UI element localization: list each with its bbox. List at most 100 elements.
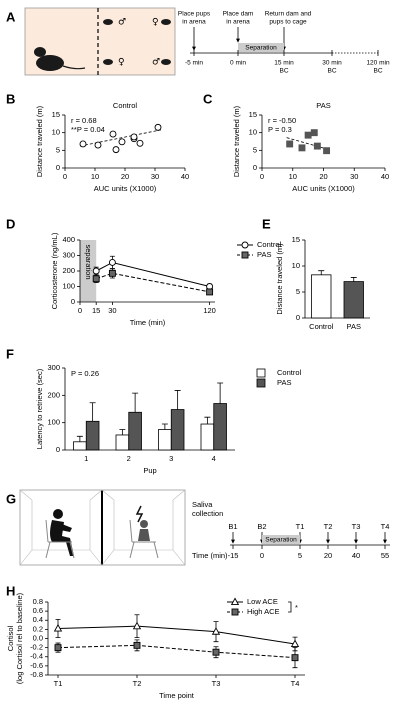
- y-tick-label: 100: [62, 281, 75, 290]
- bar: [343, 281, 364, 319]
- y-axis-label: (log Cortisol rel to baseline): [15, 592, 24, 684]
- x-axis-label: Time point: [159, 691, 195, 700]
- panel-letter: H: [6, 583, 15, 598]
- x-tick-label: 1: [84, 454, 88, 463]
- heading: collection: [192, 509, 223, 518]
- period: Separation: [245, 45, 277, 52]
- x-axis-label: AUC units (X1000): [94, 184, 157, 193]
- bar: [311, 274, 332, 319]
- y-axis-label: Cortisol: [6, 625, 15, 651]
- significance: *: [295, 603, 298, 612]
- y-tick-label: 200: [47, 390, 60, 399]
- marker: [304, 131, 312, 139]
- marker: [109, 130, 117, 138]
- marker: [54, 644, 62, 652]
- y-axis-label: Latency to retrieve (sec): [35, 368, 44, 449]
- chart-title: Control: [113, 101, 138, 110]
- time: 20: [324, 551, 332, 560]
- marker: [241, 251, 249, 259]
- sample: T1: [296, 522, 305, 531]
- step: Place dam: [223, 11, 254, 18]
- y-tick-label: 0: [253, 163, 257, 172]
- x-tick-label: 120: [203, 306, 216, 315]
- y-tick-label: 0.6: [33, 606, 43, 615]
- y-tick-label: 100: [47, 418, 60, 427]
- time: 55: [381, 551, 389, 560]
- x-tick-label: T4: [291, 679, 300, 688]
- panel-g: G Saliva collection B1 B2 T1 T2 T3 T4: [6, 489, 390, 566]
- y-axis-label: Distance traveled (m): [35, 105, 44, 177]
- y-axis-label: Corticosterone (ng/mL): [50, 232, 59, 309]
- y-tick-label: -0.8: [30, 670, 43, 679]
- marker: [133, 641, 141, 649]
- separation-box: [238, 43, 284, 52]
- marker: [286, 140, 294, 148]
- y-tick-label: 10: [249, 128, 257, 137]
- error-bar: [119, 429, 126, 435]
- significance-bracket: [288, 601, 292, 613]
- time: -5 min: [185, 60, 203, 67]
- bar: [85, 420, 100, 451]
- y-tick-label: 0.4: [33, 615, 43, 624]
- annotation: P = 0.26: [71, 369, 99, 378]
- time: 0 min: [230, 60, 246, 67]
- x-tick-label: 40: [181, 172, 189, 181]
- error-bar: [318, 270, 325, 275]
- step: in arena: [226, 19, 250, 26]
- x-tick-label: 3: [169, 454, 173, 463]
- sex-symbol: ♀: [152, 18, 159, 28]
- marker: [108, 259, 116, 266]
- x-tick-label: 20: [121, 172, 129, 181]
- error-bar: [350, 277, 357, 282]
- x-tick-label: 0: [63, 172, 67, 181]
- y-tick-label: 15: [292, 235, 300, 244]
- y-tick-label: 0: [296, 313, 300, 322]
- error-bar: [161, 423, 168, 430]
- adult-silhouette: [50, 509, 74, 556]
- y-tick-label: 10: [52, 128, 60, 137]
- panel-letter: C: [203, 91, 213, 106]
- bar: [73, 441, 87, 451]
- shade: [80, 240, 97, 302]
- annotation: r = 0.68: [71, 116, 97, 125]
- y-axis-label: Distance traveled (m): [275, 243, 284, 315]
- error-bar: [132, 392, 139, 413]
- error-bar: [76, 435, 83, 442]
- y-tick-label: 5: [56, 145, 60, 154]
- legend-label: PAS: [277, 378, 291, 387]
- marker: [230, 597, 240, 606]
- marker: [212, 648, 220, 656]
- trendline: [286, 137, 327, 150]
- y-tick-label: 300: [47, 363, 60, 372]
- panel-letter: F: [6, 346, 14, 361]
- y-tick-label: 200: [62, 266, 75, 275]
- y-tick-label: -0.4: [30, 652, 43, 661]
- x-tick-label: 0: [260, 172, 264, 181]
- legend-label: Control: [277, 368, 302, 377]
- y-axis-label: Distance traveled (m): [232, 105, 241, 177]
- legend-swatch: [256, 368, 266, 378]
- marker: [132, 621, 142, 630]
- bar: [158, 429, 172, 451]
- x-tick-label: Control: [309, 322, 334, 331]
- timeline-ticks: [193, 50, 379, 56]
- marker: [290, 639, 300, 648]
- timeline-ticks: [232, 545, 386, 549]
- separation-box: [262, 535, 300, 544]
- marker: [53, 623, 63, 632]
- marker: [154, 123, 162, 131]
- marker: [241, 241, 249, 249]
- axis-label: Time (min): [192, 551, 228, 560]
- step: in arena: [182, 19, 206, 26]
- alarm-icon: [135, 505, 144, 523]
- error-bar: [217, 382, 224, 404]
- time: 0: [260, 551, 264, 560]
- bc: BC: [373, 68, 382, 75]
- y-tick-label: 5: [296, 287, 300, 296]
- series-line: [57, 644, 296, 659]
- marker: [310, 129, 318, 137]
- room-lines: [19, 489, 186, 566]
- marker: [92, 267, 100, 275]
- legend-label: Control: [257, 240, 282, 249]
- y-tick-label: 0: [71, 297, 75, 306]
